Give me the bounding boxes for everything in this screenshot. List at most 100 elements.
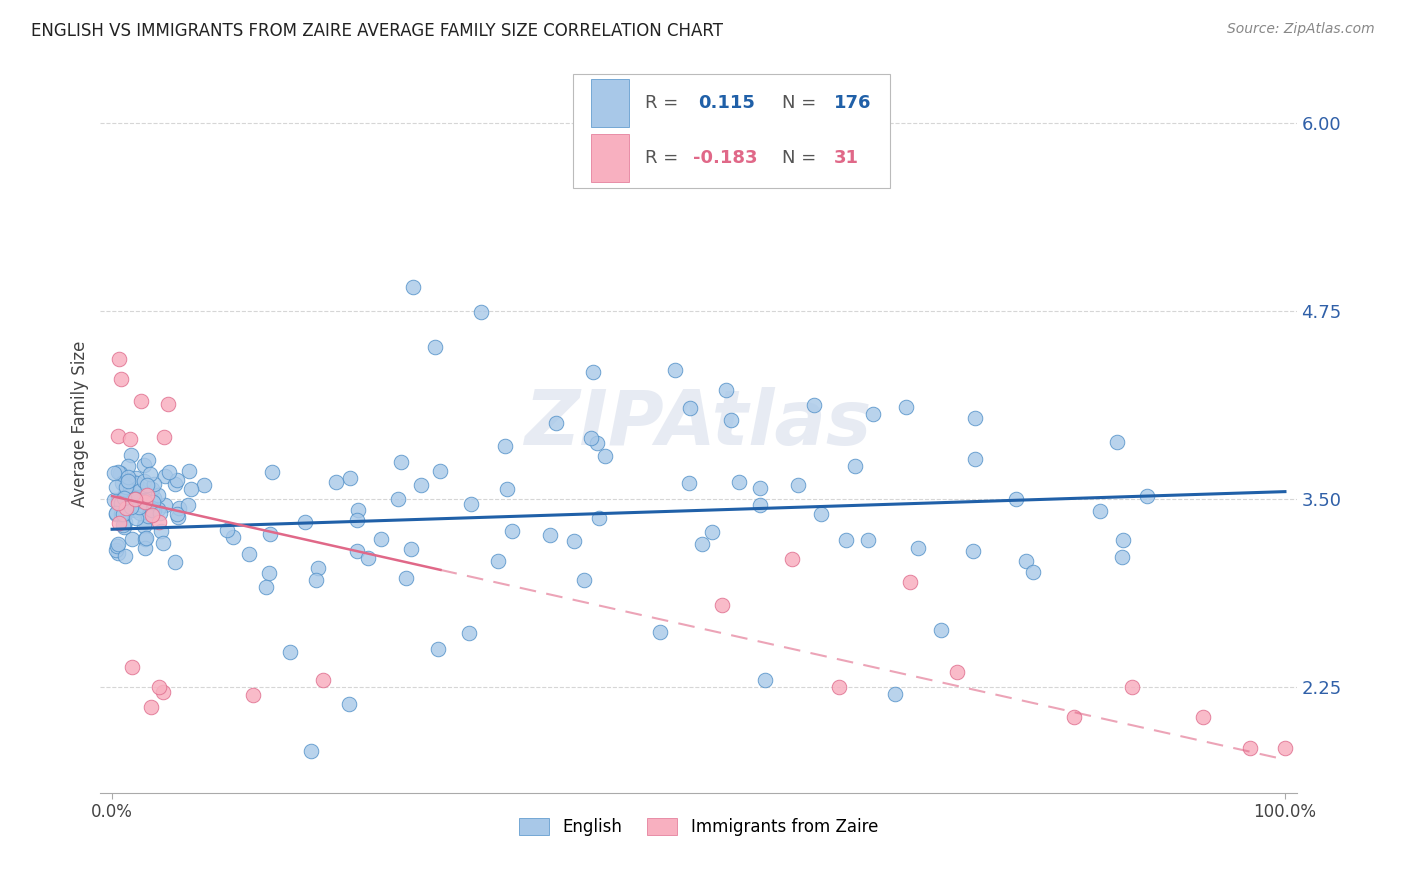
- Point: [257, 566, 280, 581]
- Point: [105, 539, 128, 553]
- Point: [963, 410, 986, 425]
- Point: [121, 489, 143, 503]
- Point: [157, 465, 180, 479]
- Point: [146, 487, 169, 501]
- Point: [110, 496, 132, 510]
- Point: [125, 471, 148, 485]
- Point: [134, 541, 156, 555]
- Point: [574, 573, 596, 587]
- Point: [305, 573, 328, 587]
- Point: [115, 483, 138, 497]
- Point: [115, 480, 138, 494]
- Point: [962, 544, 984, 558]
- Point: [141, 502, 163, 516]
- Point: [1136, 489, 1159, 503]
- Point: [111, 508, 134, 522]
- Point: [346, 544, 368, 558]
- Text: ZIPAtlas: ZIPAtlas: [524, 387, 872, 461]
- Point: [166, 510, 188, 524]
- Point: [149, 506, 172, 520]
- Point: [595, 450, 617, 464]
- Point: [135, 531, 157, 545]
- Point: [124, 492, 146, 507]
- Point: [138, 491, 160, 506]
- Point: [1107, 435, 1129, 450]
- Point: [748, 481, 770, 495]
- Point: [1112, 533, 1135, 548]
- Point: [678, 475, 700, 490]
- Point: [131, 494, 153, 508]
- Point: [120, 448, 142, 462]
- Point: [457, 626, 479, 640]
- Point: [835, 533, 858, 547]
- Point: [121, 474, 143, 488]
- Point: [193, 477, 215, 491]
- Point: [107, 537, 129, 551]
- Point: [134, 493, 156, 508]
- Point: [357, 551, 380, 566]
- Point: [180, 482, 202, 496]
- Point: [965, 452, 987, 467]
- Point: [129, 506, 152, 520]
- Point: [395, 571, 418, 585]
- Point: [260, 465, 283, 479]
- Point: [105, 480, 128, 494]
- Point: [141, 502, 163, 516]
- Point: [131, 483, 153, 497]
- Point: [749, 498, 772, 512]
- Point: [858, 533, 880, 547]
- Point: [125, 476, 148, 491]
- Point: [142, 495, 165, 509]
- Point: [138, 509, 160, 524]
- Point: [862, 407, 884, 421]
- Point: [165, 555, 187, 569]
- Point: [1015, 554, 1038, 568]
- Point: [167, 500, 190, 515]
- Point: [299, 744, 322, 758]
- Text: R =: R =: [645, 149, 678, 168]
- Point: [242, 688, 264, 702]
- Point: [540, 528, 562, 542]
- Point: [134, 495, 156, 509]
- Point: [112, 491, 135, 505]
- Point: [215, 523, 238, 537]
- Point: [141, 500, 163, 515]
- Text: N =: N =: [782, 94, 817, 112]
- Point: [728, 475, 751, 490]
- Point: [121, 491, 143, 506]
- Point: [1239, 740, 1261, 755]
- Point: [166, 508, 188, 522]
- Point: [581, 365, 603, 379]
- Point: [108, 516, 131, 530]
- Point: [945, 665, 967, 680]
- Point: [110, 372, 132, 386]
- Point: [156, 396, 179, 410]
- Point: [115, 500, 138, 515]
- Point: [409, 477, 432, 491]
- Point: [423, 340, 446, 354]
- Point: [136, 488, 159, 502]
- Point: [139, 699, 162, 714]
- Point: [105, 507, 128, 521]
- Point: [387, 491, 409, 506]
- Text: R =: R =: [645, 94, 678, 112]
- Point: [114, 507, 136, 521]
- Point: [1274, 740, 1296, 755]
- Point: [134, 533, 156, 547]
- Point: [828, 681, 851, 695]
- Point: [128, 492, 150, 507]
- Point: [152, 536, 174, 550]
- Point: [142, 502, 165, 516]
- Point: [141, 494, 163, 508]
- Point: [460, 497, 482, 511]
- Point: [149, 524, 172, 539]
- Legend: English, Immigrants from Zaire: English, Immigrants from Zaire: [519, 818, 877, 836]
- Point: [429, 464, 451, 478]
- Point: [120, 497, 142, 511]
- Point: [131, 394, 153, 409]
- Point: [141, 482, 163, 496]
- Point: [238, 547, 260, 561]
- Y-axis label: Average Family Size: Average Family Size: [72, 341, 89, 507]
- Point: [844, 458, 866, 473]
- Text: N =: N =: [782, 149, 817, 168]
